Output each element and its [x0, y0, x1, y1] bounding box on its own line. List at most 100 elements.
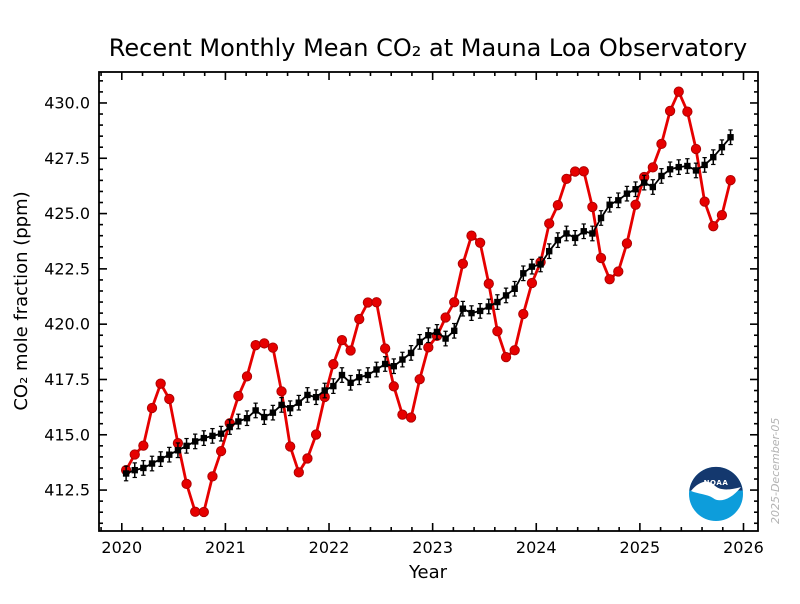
data-point-square — [468, 309, 475, 317]
data-point-circle — [604, 274, 615, 285]
data-point-circle — [310, 429, 322, 440]
axis-tick-labels: 2020 2021 2022 2023 2024 2025 2026 412.5 415.0 41… — [44, 93, 764, 557]
data-point-square — [640, 179, 648, 186]
data-point-circle — [466, 230, 477, 241]
data-point-circle — [380, 343, 391, 354]
data-point-circle — [690, 143, 702, 155]
data-point-circle — [613, 266, 624, 277]
y-axis-label: CO₂ mole fraction (ppm) — [11, 191, 32, 410]
data-point-circle — [414, 374, 425, 385]
data-point-square — [632, 186, 639, 193]
data-point-square — [278, 401, 285, 409]
noaa-logo-text: NOAA — [704, 479, 729, 487]
data-point-square — [321, 387, 328, 394]
data-point-square — [589, 230, 596, 237]
data-point-square — [485, 303, 492, 310]
data-point-square — [166, 451, 173, 458]
y-tick-label: 422.5 — [44, 259, 90, 278]
y-tick-label: 415.0 — [44, 425, 90, 444]
data-point-square — [606, 201, 613, 208]
data-point-square — [675, 163, 682, 171]
data-point-circle — [561, 173, 572, 184]
data-point-square — [710, 153, 717, 161]
data-point-square — [330, 382, 337, 390]
date-watermark: 2025-December-05 — [769, 418, 782, 524]
data-point-circle — [474, 237, 486, 248]
data-point-circle — [440, 312, 451, 323]
data-point-square — [459, 305, 467, 312]
data-point-circle — [673, 86, 684, 97]
data-point-square — [356, 374, 363, 381]
data-point-square — [347, 379, 354, 386]
data-point-square — [140, 464, 147, 472]
x-tick-label: 2024 — [516, 538, 557, 557]
data-point-circle — [293, 467, 304, 478]
data-point-circle — [716, 209, 728, 221]
data-point-circle — [630, 199, 641, 210]
data-point-circle — [664, 105, 676, 117]
plot-frame — [98, 71, 759, 532]
data-point-square — [520, 270, 527, 277]
data-point-circle — [552, 200, 563, 211]
data-point-circle — [569, 166, 581, 177]
noaa-gull-icon — [691, 481, 741, 501]
data-point-circle — [699, 196, 710, 207]
y-tick-label: 427.5 — [44, 149, 90, 168]
data-point-square — [546, 247, 553, 255]
data-point-circle — [285, 441, 296, 452]
data-point-circle — [656, 138, 667, 150]
data-point-circle — [362, 297, 374, 308]
data-point-circle — [621, 238, 633, 249]
data-point-square — [554, 236, 562, 244]
data-point-circle — [371, 297, 382, 308]
data-point-circle — [267, 342, 279, 353]
data-point-square — [476, 307, 484, 315]
data-point-square — [502, 292, 510, 299]
data-point-circle — [207, 471, 218, 482]
data-series — [120, 86, 736, 518]
data-point-square — [243, 414, 251, 422]
data-point-circle — [198, 506, 209, 518]
data-point-circle — [129, 449, 140, 460]
data-point-square — [563, 230, 570, 237]
data-point-circle — [164, 393, 175, 405]
data-point-circle — [259, 338, 270, 349]
data-point-circle — [241, 371, 253, 382]
data-point-circle — [587, 201, 598, 213]
data-point-square — [701, 161, 708, 169]
x-tick-label: 2025 — [620, 538, 661, 557]
data-point-circle — [457, 258, 469, 269]
data-point-circle — [595, 252, 607, 264]
x-tick-label: 2026 — [723, 538, 764, 557]
data-point-square — [226, 423, 233, 431]
data-point-circle — [708, 221, 719, 232]
data-point-circle — [181, 478, 192, 490]
data-point-circle — [397, 409, 408, 420]
data-point-circle — [544, 218, 555, 229]
trend-series — [122, 129, 734, 482]
data-point-square — [191, 438, 199, 445]
data-point-square — [649, 183, 657, 191]
data-point-circle — [449, 297, 460, 308]
data-point-square — [494, 298, 501, 306]
data-point-square — [390, 363, 397, 370]
data-point-square — [407, 349, 415, 357]
data-point-square — [425, 332, 432, 339]
data-point-square — [416, 338, 423, 346]
x-tick-label: 2022 — [309, 538, 350, 557]
y-tick-label: 417.5 — [44, 370, 90, 389]
data-point-square — [623, 190, 631, 197]
data-point-circle — [233, 390, 244, 402]
data-point-square — [295, 399, 303, 406]
data-point-square — [451, 327, 458, 335]
data-point-circle — [500, 351, 512, 363]
data-point-square — [580, 228, 587, 235]
data-point-circle — [138, 440, 149, 451]
data-point-circle — [155, 378, 166, 389]
data-point-square — [122, 470, 130, 477]
data-point-square — [537, 261, 544, 268]
y-tick-label: 425.0 — [44, 204, 90, 223]
data-point-square — [442, 335, 449, 342]
